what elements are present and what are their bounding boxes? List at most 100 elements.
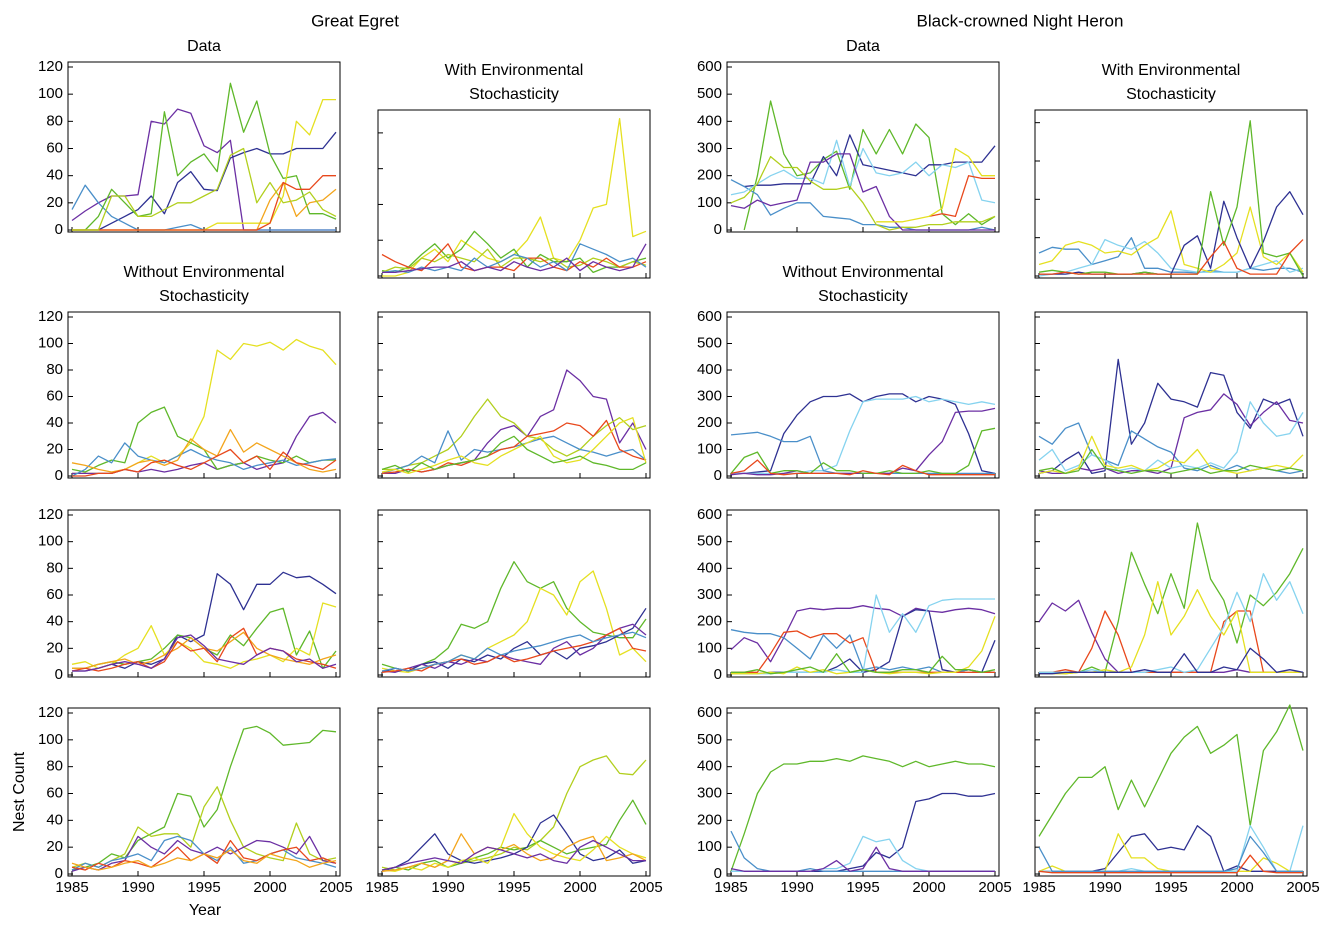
series-line bbox=[381, 839, 646, 871]
series-line bbox=[72, 571, 337, 672]
y-tick-label: 120 bbox=[38, 58, 63, 75]
y-tick-label: 200 bbox=[697, 613, 722, 630]
y-tick-label: 20 bbox=[46, 440, 63, 457]
series-line bbox=[730, 407, 996, 476]
y-tick-label: 60 bbox=[46, 387, 63, 404]
y-tick-label: 100 bbox=[38, 731, 63, 748]
series-line bbox=[72, 448, 337, 477]
x-tick-label: 1995 bbox=[846, 879, 879, 896]
series-line bbox=[381, 243, 647, 272]
plot-frame bbox=[67, 61, 341, 233]
y-tick-label: 400 bbox=[697, 112, 722, 129]
series-line bbox=[381, 570, 647, 673]
panel-title: With Environmental bbox=[445, 62, 584, 79]
plot-frame bbox=[1034, 109, 1308, 279]
x-tick-label: 2000 bbox=[563, 879, 596, 896]
series-line bbox=[1038, 835, 1303, 872]
series-line bbox=[730, 153, 995, 231]
y-tick-label: 300 bbox=[697, 139, 722, 156]
y-tick-label: 0 bbox=[714, 666, 722, 683]
y-tick-label: 40 bbox=[46, 167, 63, 184]
panel-title: Without Environmental bbox=[124, 264, 285, 281]
series-line bbox=[381, 430, 647, 475]
series-line bbox=[72, 147, 337, 231]
y-tick-label: 500 bbox=[697, 731, 722, 748]
series-line bbox=[72, 82, 337, 231]
series-line bbox=[1039, 522, 1304, 675]
y-axis-label: Nest Count bbox=[11, 751, 28, 832]
series-line bbox=[876, 147, 995, 223]
series-line bbox=[381, 561, 647, 672]
series-line bbox=[731, 393, 996, 475]
y-tick-label: 20 bbox=[46, 838, 63, 855]
y-tick-label: 100 bbox=[697, 639, 722, 656]
y-tick-label: 300 bbox=[697, 784, 722, 801]
series-line bbox=[72, 338, 337, 475]
x-tick-label: 1985 bbox=[55, 879, 88, 896]
series-line bbox=[744, 134, 996, 188]
series-line bbox=[1039, 610, 1303, 673]
y-tick-label: 400 bbox=[697, 559, 722, 576]
series-line bbox=[1039, 647, 1304, 675]
y-tick-label: 200 bbox=[697, 167, 722, 184]
series-line bbox=[72, 98, 336, 231]
series-line bbox=[71, 839, 337, 871]
series-line bbox=[71, 627, 337, 672]
y-tick-label: 80 bbox=[46, 361, 63, 378]
panel-title: Without Environmental bbox=[783, 264, 944, 281]
series-line bbox=[730, 755, 996, 872]
series-line bbox=[1038, 599, 1303, 673]
series-line bbox=[72, 631, 337, 669]
series-line bbox=[382, 398, 647, 471]
series-line bbox=[381, 627, 647, 673]
series-line bbox=[71, 725, 337, 871]
series-line bbox=[731, 653, 996, 675]
x-tick-label: 2005 bbox=[319, 879, 352, 896]
series-line bbox=[1038, 448, 1304, 475]
y-tick-label: 100 bbox=[697, 838, 722, 855]
y-tick-label: 0 bbox=[55, 666, 63, 683]
series-line bbox=[72, 411, 337, 475]
series-line bbox=[382, 117, 647, 277]
plot-frame bbox=[377, 509, 651, 678]
series-line bbox=[71, 428, 337, 473]
x-tick-label: 1990 bbox=[121, 879, 154, 896]
x-tick-label: 1990 bbox=[780, 879, 813, 896]
x-tick-label: 2005 bbox=[978, 879, 1011, 896]
x-tick-label: 2005 bbox=[1286, 879, 1319, 896]
series-line bbox=[1038, 358, 1304, 475]
y-tick-label: 100 bbox=[697, 440, 722, 457]
plot-frame bbox=[377, 109, 651, 279]
series-line bbox=[1039, 825, 1304, 872]
y-tick-label: 0 bbox=[55, 865, 63, 882]
series-line bbox=[1038, 120, 1304, 277]
series-line bbox=[381, 812, 647, 872]
series-line bbox=[71, 108, 336, 231]
plot-frame bbox=[726, 707, 1000, 877]
y-tick-label: 600 bbox=[697, 506, 722, 523]
y-tick-label: 300 bbox=[697, 586, 722, 603]
y-tick-label: 120 bbox=[38, 308, 63, 325]
series-line bbox=[1038, 206, 1304, 273]
panel-title: Data bbox=[846, 38, 880, 55]
series-line bbox=[1039, 239, 1304, 275]
series-line bbox=[72, 634, 337, 672]
x-tick-label: 1990 bbox=[1088, 879, 1121, 896]
series-line bbox=[730, 459, 995, 476]
series-line bbox=[71, 442, 337, 477]
y-tick-label: 120 bbox=[38, 506, 63, 523]
series-line bbox=[731, 395, 996, 475]
x-tick-label: 1990 bbox=[431, 879, 464, 896]
plot-frame bbox=[1034, 707, 1308, 877]
series-line bbox=[1038, 854, 1303, 874]
panel-title: Data bbox=[187, 38, 221, 55]
series-line bbox=[731, 609, 996, 675]
y-tick-label: 40 bbox=[46, 811, 63, 828]
y-tick-label: 0 bbox=[55, 467, 63, 484]
y-tick-label: 0 bbox=[714, 467, 722, 484]
panel-title: Stochasticity bbox=[159, 288, 249, 305]
y-tick-label: 20 bbox=[46, 639, 63, 656]
x-tick-label: 1995 bbox=[497, 879, 530, 896]
